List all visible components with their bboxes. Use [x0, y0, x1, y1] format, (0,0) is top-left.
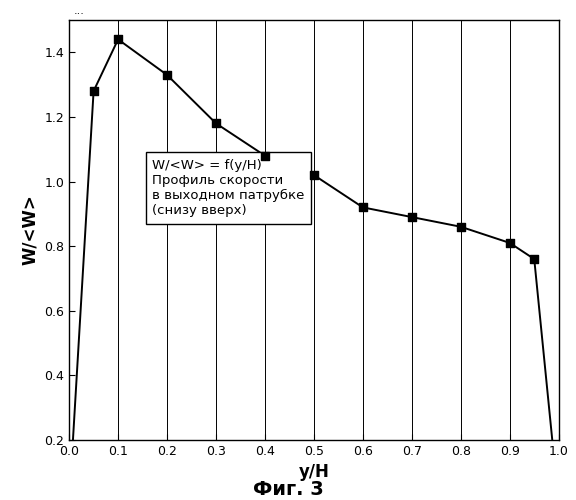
Point — [505, 239, 514, 247]
Point — [211, 120, 221, 128]
Point — [456, 223, 465, 231]
Point — [162, 71, 172, 79]
Text: ...: ... — [74, 6, 85, 16]
Text: Фиг. 3: Фиг. 3 — [253, 480, 323, 499]
Point — [89, 87, 98, 95]
Point — [260, 152, 270, 160]
Y-axis label: W/<W>: W/<W> — [21, 194, 39, 266]
Point — [113, 36, 123, 44]
Point — [309, 171, 319, 179]
X-axis label: y/H: y/H — [298, 464, 329, 481]
Point — [407, 213, 416, 221]
Point — [530, 255, 539, 263]
Text: W/<W> = f(y/H)
Профиль скорости
в выходном патрубке
(снизу вверх): W/<W> = f(y/H) Профиль скорости в выходн… — [153, 159, 305, 217]
Point — [358, 204, 367, 212]
